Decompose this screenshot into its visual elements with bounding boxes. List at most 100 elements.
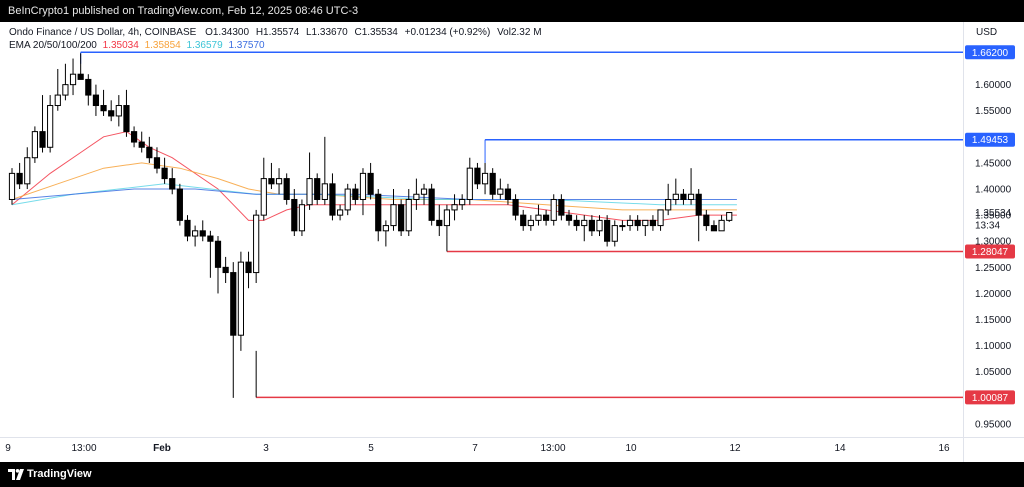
x-tick-label: 3 [263, 443, 269, 454]
published-text: BeInCrypto1 published on TradingView.com… [8, 5, 359, 17]
support-level-label: 1.28047 [972, 247, 1009, 258]
bullish-candle [298, 204, 306, 232]
bearish-candle [703, 214, 710, 227]
bearish-candle [474, 167, 481, 185]
ema20-value: 1.35034 [102, 40, 139, 51]
bullish-candle [253, 214, 260, 274]
bullish-candle [550, 198, 557, 221]
bearish-candle [176, 188, 183, 221]
bullish-candle [47, 105, 54, 148]
bearish-candle [130, 131, 138, 143]
bullish-candle [359, 172, 367, 200]
bullish-candle [260, 178, 267, 216]
bullish-candle [390, 204, 397, 227]
y-tick-label: 1.55000 [975, 106, 1012, 117]
volume-label: Vol [497, 27, 511, 38]
bearish-candle [604, 219, 611, 242]
y-tick-label: 1.60000 [975, 80, 1012, 91]
bearish-candle [367, 172, 374, 195]
bearish-candle [214, 240, 222, 268]
publish-bar: BeInCrypto1 published on TradingView.com… [0, 0, 1024, 22]
ohlc-high: 1.35574 [263, 27, 300, 38]
y-tick-label: 0.95000 [975, 419, 1012, 430]
bearish-candle [123, 105, 130, 133]
price-chart[interactable]: 0.950001.000001.050001.100001.150001.200… [0, 22, 1024, 462]
support-level-tag [965, 244, 1015, 259]
bullish-candle [611, 225, 618, 242]
bearish-candle [146, 146, 153, 159]
bullish-candle [192, 230, 199, 237]
y-tick-label: 1.35000 [975, 211, 1012, 222]
x-tick-label: 5 [368, 443, 374, 454]
bullish-candle [382, 225, 389, 232]
bearish-candle [169, 178, 176, 190]
ema-row: EMA 20/50/100/200 1.35034 1.35854 1.3657… [9, 39, 542, 52]
x-tick-label: 7 [472, 443, 478, 454]
bullish-candle [24, 157, 31, 185]
bearish-candle [352, 188, 359, 200]
bullish-candle [321, 183, 328, 200]
bullish-candle [62, 84, 69, 96]
symbol-row: Ondo Finance / US Dollar, 4h, COINBASE O… [9, 26, 542, 39]
bearish-candle [92, 94, 100, 107]
ema200-value: 1.37570 [228, 40, 265, 51]
bearish-candle [695, 193, 702, 216]
bullish-candle [619, 225, 626, 228]
bearish-candle [489, 172, 496, 195]
bearish-candle [314, 178, 321, 200]
bearish-candle [649, 219, 657, 227]
bullish-candle [581, 219, 588, 227]
bearish-candle [207, 235, 214, 242]
currency-label[interactable]: USD [976, 27, 998, 38]
y-tick-label: 1.25000 [975, 263, 1012, 274]
bearish-candle [161, 167, 168, 180]
x-tick-label: 13:00 [540, 443, 565, 454]
x-tick-label: 13:00 [71, 443, 96, 454]
ema-line-4 [11, 188, 737, 200]
bullish-candle [497, 188, 504, 195]
y-tick-label: 1.05000 [975, 367, 1012, 378]
bearish-candle [100, 105, 107, 112]
bearish-candle [565, 214, 573, 221]
ema-line-3 [11, 183, 737, 206]
ohlc-c-label: C [354, 27, 362, 38]
bullish-candle [115, 105, 122, 117]
bearish-candle [283, 178, 290, 200]
bullish-candle [726, 212, 733, 221]
bullish-candle [657, 209, 664, 227]
resistance-level-label: 1.66200 [972, 48, 1009, 59]
bearish-candle [153, 157, 161, 169]
x-tick-label: Feb [153, 443, 171, 454]
ohlc-close: 1.35534 [361, 27, 398, 38]
x-tick-label: 10 [625, 443, 637, 454]
volume-value: 2.32 M [510, 27, 542, 38]
x-tick-label: 9 [5, 443, 11, 454]
ema-line-1 [11, 131, 737, 221]
bearish-candle [77, 73, 84, 80]
bearish-candle [199, 230, 206, 237]
bullish-candle [535, 214, 542, 221]
bullish-candle [405, 198, 412, 232]
bullish-candle [54, 94, 61, 107]
ohlc-l-label: L [305, 27, 312, 38]
bullish-candle [275, 178, 283, 185]
bearish-candle [504, 188, 512, 200]
bullish-candle [527, 219, 534, 227]
bullish-candle [626, 219, 634, 227]
bullish-candle [481, 172, 489, 185]
ohlc-low: 1.33670 [311, 27, 348, 38]
chart-panel[interactable]: 0.950001.000001.050001.100001.150001.200… [0, 22, 1024, 462]
bar-countdown: 13:34 [975, 220, 1000, 231]
bearish-candle [16, 172, 23, 185]
bullish-candle [642, 219, 649, 227]
bullish-candle [687, 193, 695, 200]
support-level-tag [965, 390, 1015, 405]
y-tick-label: 1.20000 [975, 289, 1012, 300]
bullish-candle [413, 193, 420, 200]
resistance-level-tag [965, 132, 1015, 147]
x-tick-label: 12 [729, 443, 741, 454]
bullish-candle [459, 198, 466, 206]
bullish-candle [718, 219, 725, 232]
bullish-candle [336, 209, 344, 216]
bearish-candle [520, 214, 527, 227]
